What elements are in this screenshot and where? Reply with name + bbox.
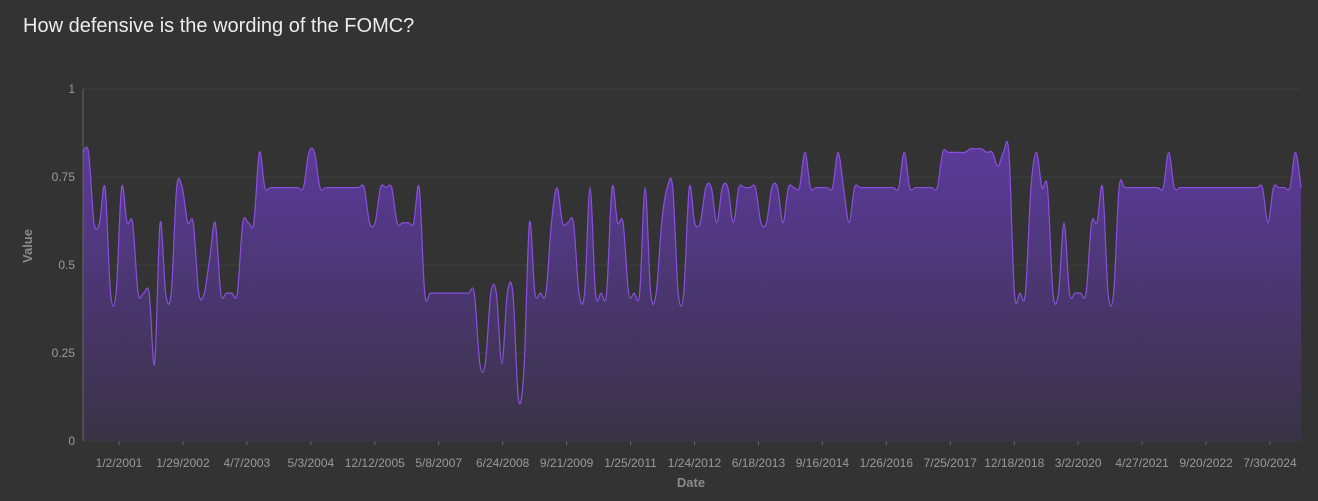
x-tick-label: 7/30/2024 [1243, 456, 1297, 470]
x-tick-label: 1/26/2016 [860, 456, 914, 470]
x-tick-label: 4/27/2021 [1115, 456, 1169, 470]
y-tick-label: 1 [68, 82, 75, 96]
plot-area [82, 140, 1302, 441]
x-tick-label: 1/25/2011 [604, 456, 657, 470]
x-tick-label: 1/29/2002 [156, 456, 210, 470]
x-tick-label: 6/18/2013 [732, 456, 786, 470]
x-tick-label: 5/8/2007 [415, 456, 462, 470]
x-tick-label: 1/2/2001 [96, 456, 143, 470]
x-axis-title: Date [677, 475, 705, 490]
y-tick-label: 0.75 [52, 170, 76, 184]
x-tick-label: 9/21/2009 [540, 456, 594, 470]
y-axis-title: Value [20, 229, 35, 263]
x-tick-label: 9/16/2014 [796, 456, 850, 470]
x-tick-label: 9/20/2022 [1179, 456, 1233, 470]
chart-title: How defensive is the wording of the FOMC… [23, 15, 415, 37]
x-tick-label: 1/24/2012 [668, 456, 722, 470]
y-tick-label: 0.5 [58, 258, 75, 272]
x-tick-label: 4/7/2003 [224, 456, 271, 470]
x-tick-label: 7/25/2017 [924, 456, 978, 470]
y-tick-label: 0 [68, 434, 75, 448]
y-tick-label: 0.25 [52, 346, 76, 360]
series-area [83, 141, 1301, 441]
x-tick-label: 12/18/2018 [984, 456, 1044, 470]
x-tick-label: 6/24/2008 [476, 456, 530, 470]
x-tick-label: 3/2/2020 [1055, 456, 1102, 470]
axes: 0 0.25 0.5 0.75 1 1/2/2001 1/29/2002 4/7/2003 5/… [52, 82, 1297, 470]
x-tick-label: 12/12/2005 [345, 456, 405, 470]
x-tick-label: 5/3/2004 [287, 456, 334, 470]
series-line [82, 140, 1302, 405]
